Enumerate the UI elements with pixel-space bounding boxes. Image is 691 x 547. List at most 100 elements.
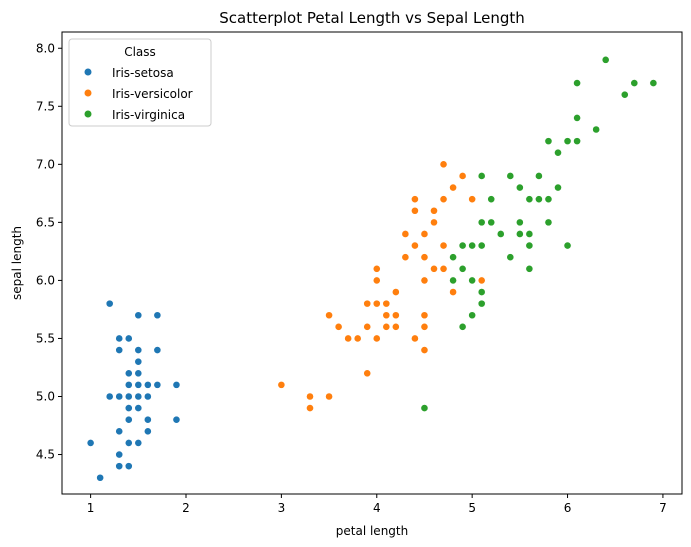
data-point	[506, 253, 515, 262]
data-point	[430, 264, 438, 273]
data-point	[115, 392, 124, 401]
data-point	[449, 183, 457, 192]
data-point	[115, 427, 124, 436]
data-point	[430, 218, 438, 227]
data-point	[401, 253, 410, 262]
data-point	[468, 241, 477, 250]
data-point	[124, 380, 133, 389]
data-point	[372, 299, 381, 308]
plot-frame	[61, 31, 683, 495]
data-point	[363, 369, 372, 378]
data-point	[563, 241, 572, 250]
data-point	[477, 288, 486, 296]
data-point	[391, 288, 400, 296]
data-point	[363, 299, 372, 308]
y-tick-label: 7.5	[36, 99, 55, 113]
data-point	[124, 334, 133, 343]
data-point	[515, 230, 524, 238]
data-point	[124, 415, 133, 424]
data-point	[391, 322, 400, 331]
data-point	[105, 299, 114, 308]
data-point	[153, 346, 162, 354]
data-point	[306, 404, 314, 412]
data-point	[325, 392, 333, 401]
data-point	[515, 218, 524, 227]
data-point	[477, 218, 486, 227]
data-point	[487, 195, 496, 204]
data-point	[458, 264, 467, 273]
data-point	[449, 253, 457, 262]
y-tick-label: 4.5	[36, 448, 55, 462]
data-point	[134, 404, 143, 412]
chart-title: Scatterplot Petal Length vs Sepal Length	[219, 9, 525, 27]
data-point	[535, 195, 543, 204]
data-point	[439, 160, 448, 169]
data-point	[134, 311, 143, 320]
data-point	[372, 264, 381, 273]
data-point	[134, 346, 143, 354]
data-point	[325, 311, 333, 320]
legend-marker	[83, 67, 93, 77]
legend-title: Class	[124, 45, 156, 59]
data-point	[172, 380, 181, 389]
x-tick-label: 2	[182, 501, 190, 515]
data-point	[411, 241, 419, 250]
data-point	[353, 334, 362, 343]
data-point	[573, 79, 581, 87]
data-point	[86, 439, 95, 447]
data-point	[573, 137, 581, 146]
data-point	[601, 55, 610, 64]
data-point	[134, 369, 143, 378]
data-point	[382, 311, 391, 320]
data-point	[411, 206, 419, 215]
data-point	[573, 114, 581, 122]
data-point	[143, 415, 152, 424]
data-point	[420, 322, 429, 331]
data-point	[420, 404, 429, 412]
data-point	[115, 346, 124, 354]
data-point	[420, 253, 429, 262]
data-point	[563, 137, 572, 146]
data-point	[96, 473, 105, 482]
data-point	[458, 322, 467, 331]
data-point	[134, 392, 143, 401]
data-point	[506, 172, 515, 180]
data-point	[134, 380, 143, 389]
data-point	[372, 276, 381, 285]
data-point	[411, 334, 419, 343]
data-point	[124, 462, 133, 471]
data-point	[525, 241, 534, 250]
data-point	[115, 462, 124, 471]
data-point	[458, 172, 467, 180]
data-point	[420, 276, 429, 285]
data-point	[544, 218, 553, 227]
data-point	[115, 450, 124, 459]
x-tick-label: 6	[564, 501, 572, 515]
data-point	[468, 276, 477, 285]
ticks-layer: 1 2 3 4 5 6 7 4.5 5.0 5.5 6.0 6.5 7.0 7.5 8.0	[36, 41, 667, 515]
y-tick-label: 5.0	[36, 389, 55, 403]
data-point	[439, 264, 448, 273]
data-point	[105, 392, 114, 401]
data-point	[487, 218, 496, 227]
legend-box	[68, 38, 212, 127]
points-layer	[86, 55, 658, 482]
data-point	[124, 369, 133, 378]
data-point	[277, 380, 286, 389]
x-tick-label: 3	[278, 501, 286, 515]
x-tick-label: 5	[468, 501, 476, 515]
data-point	[153, 311, 162, 320]
data-point	[382, 299, 391, 308]
data-point	[477, 241, 486, 250]
data-point	[439, 195, 448, 204]
legend-marker	[83, 109, 93, 119]
data-point	[115, 334, 124, 343]
legend-label: Iris-setosa	[112, 66, 174, 80]
data-point	[363, 322, 372, 331]
data-point	[592, 125, 601, 134]
legend-label: Iris-versicolor	[112, 87, 193, 101]
data-point	[411, 195, 419, 204]
data-point	[344, 334, 353, 343]
data-point	[554, 183, 562, 192]
